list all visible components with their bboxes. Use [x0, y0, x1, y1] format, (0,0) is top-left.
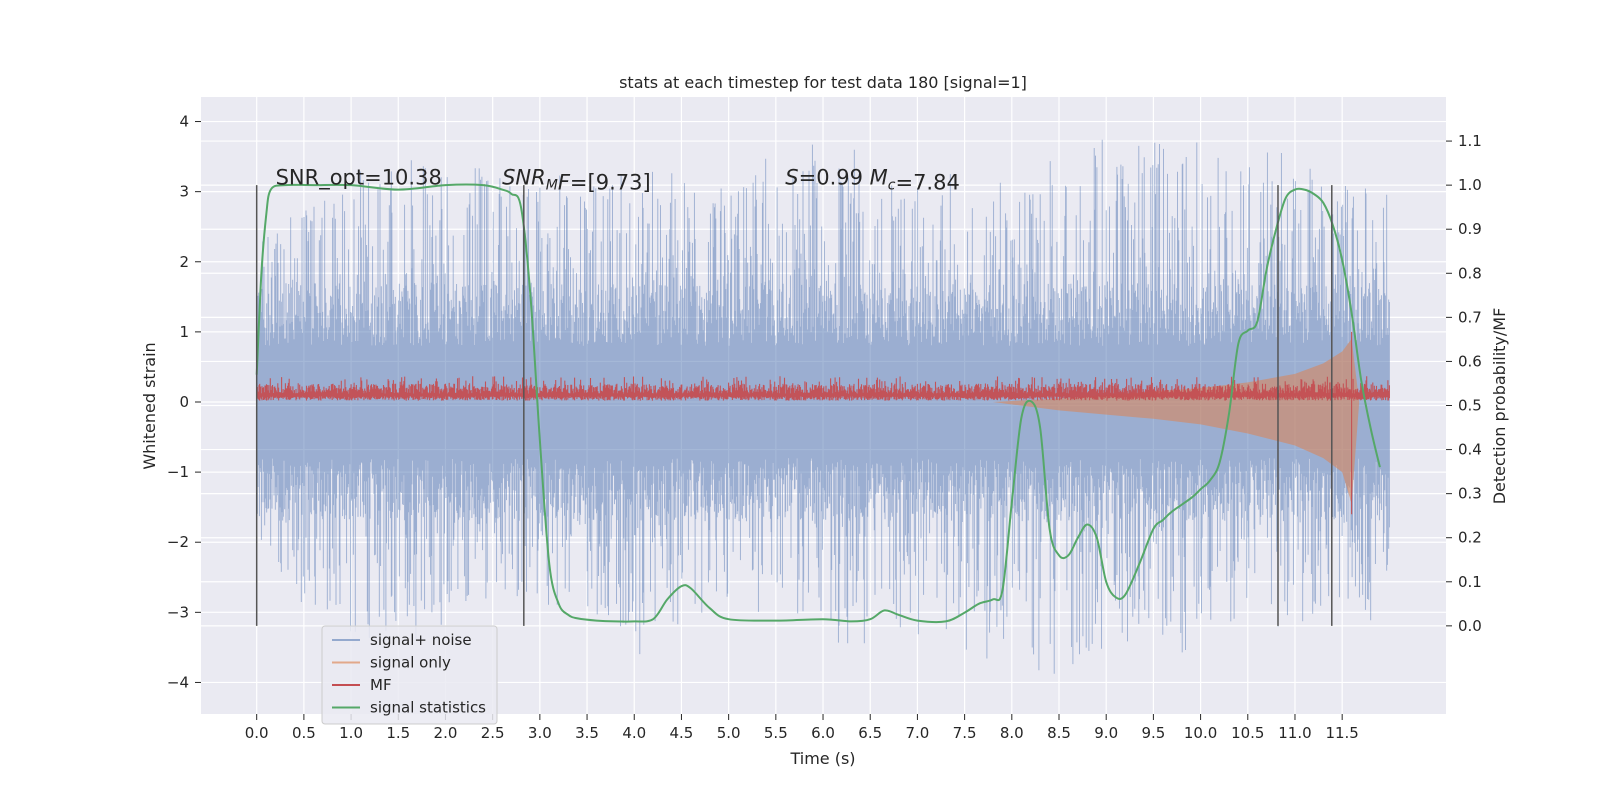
- y-right-tick-label: 1.1: [1458, 132, 1482, 150]
- x-tick-label: 9.0: [1094, 724, 1118, 742]
- y-right-tick-label: 0.8: [1458, 264, 1482, 282]
- y-right-tick-label: 0.9: [1458, 220, 1482, 238]
- series-signal-only: [992, 338, 1360, 504]
- y-right-tick-label: 0.5: [1458, 397, 1482, 415]
- y-right-axis-ticks: 0.0 0.1 0.2 0.3 0.4 0.5 0.6 0.7 0.8 0.9 1.0 1.1: [1446, 132, 1482, 635]
- chart-title: stats at each timestep for test data 180…: [619, 73, 1027, 92]
- signal-only-trace: [992, 338, 1360, 504]
- x-tick-label: 3.5: [575, 724, 599, 742]
- legend-box: [321, 625, 498, 725]
- annotation-0: SNR_opt=10.38: [276, 166, 442, 191]
- x-tick-label: 11.0: [1278, 724, 1311, 742]
- y-tick-label: −4: [167, 673, 189, 691]
- x-axis-ticks: 0.0 0.5 1.0 1.5 2.0 2.5 3.0 3.5 4.0 4.5 5.0 5.5 6.0 6…: [245, 714, 1359, 742]
- annotations: SNR_opt=10.38 SNRMF=[9.73] S=0.99 Mc=7.84: [276, 166, 960, 195]
- x-tick-label: 5.0: [717, 724, 741, 742]
- x-tick-label: 8.5: [1047, 724, 1071, 742]
- vertical-markers: [255, 185, 1333, 626]
- legend-label: signal+ noise: [370, 631, 472, 649]
- y-right-tick-label: 1.0: [1458, 176, 1482, 194]
- y-right-tick-label: 0.2: [1458, 529, 1482, 547]
- x-tick-label: 11.5: [1325, 724, 1358, 742]
- y-tick-label: 1: [179, 323, 189, 341]
- x-tick-label: 0.0: [245, 724, 269, 742]
- y-tick-label: −1: [167, 463, 189, 481]
- signal-statistics-line: [255, 183, 1381, 624]
- x-tick-label: 4.5: [670, 724, 694, 742]
- y-axis-label: Whitened strain: [140, 342, 159, 469]
- x-tick-label: 1.5: [386, 724, 410, 742]
- annotation-2: S=0.99 Mc=7.84: [785, 166, 960, 195]
- x-tick-label: 1.0: [339, 724, 363, 742]
- y-tick-label: 3: [179, 183, 189, 201]
- y-axis-ticks: −4 −3 −2 −1 0 1 2 3 4: [167, 113, 201, 691]
- legend-label: signal only: [370, 654, 451, 672]
- legend-label: signal statistics: [370, 699, 486, 717]
- x-tick-label: 5.5: [764, 724, 788, 742]
- y-right-tick-label: 0.6: [1458, 352, 1482, 370]
- x-tick-label: 0.5: [292, 724, 316, 742]
- x-tick-label: 6.0: [811, 724, 835, 742]
- y-tick-label: −3: [167, 603, 189, 621]
- legend-label: MF: [370, 676, 392, 694]
- y-right-tick-label: 0.4: [1458, 441, 1482, 459]
- y-tick-label: 4: [179, 113, 189, 131]
- legend: signal+ noise signal only MF signal statist…: [321, 625, 498, 725]
- y-tick-label: −2: [167, 533, 189, 551]
- x-tick-label: 8.0: [1000, 724, 1024, 742]
- series-signal-statistics: [255, 183, 1381, 624]
- data-layer: [255, 139, 1390, 674]
- x-tick-label: 2.5: [481, 724, 505, 742]
- y-right-tick-label: 0.3: [1458, 485, 1482, 503]
- x-tick-label: 6.5: [858, 724, 882, 742]
- x-tick-label: 7.0: [905, 724, 929, 742]
- y-tick-label: 2: [179, 253, 189, 271]
- x-tick-label: 10.0: [1184, 724, 1217, 742]
- y-right-tick-label: 0.7: [1458, 308, 1482, 326]
- x-tick-label: 2.0: [434, 724, 458, 742]
- annotation-1: SNRMF=[9.73]: [502, 166, 651, 195]
- y-tick-label: 0: [179, 393, 189, 411]
- x-tick-label: 4.0: [622, 724, 646, 742]
- y-right-axis-label: Detection probability/MF: [1490, 308, 1509, 505]
- x-axis-label: Time (s): [789, 749, 855, 768]
- x-tick-label: 9.5: [1141, 724, 1165, 742]
- y-right-tick-label: 0.0: [1458, 617, 1482, 635]
- x-tick-label: 3.0: [528, 724, 552, 742]
- y-right-tick-label: 0.1: [1458, 573, 1482, 591]
- x-tick-label: 7.5: [953, 724, 977, 742]
- x-tick-label: 10.5: [1231, 724, 1264, 742]
